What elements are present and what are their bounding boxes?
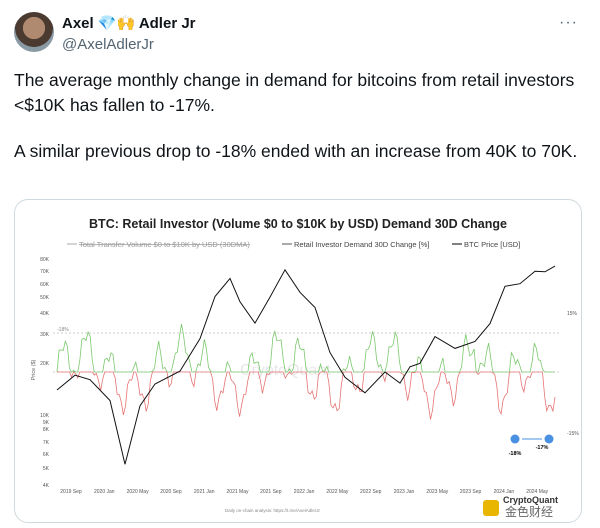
x-tick-label: 2022 Sep — [360, 489, 382, 495]
x-tick-label: 2024 May — [526, 489, 548, 495]
marker — [544, 434, 554, 444]
x-tick-label: 2021 Jan — [194, 489, 215, 495]
author-name[interactable]: Axel 💎🙌 Adler Jr — [62, 15, 196, 32]
y-tick-label: 70K — [40, 269, 50, 275]
tweet-text: The average monthly change in demand for… — [14, 68, 584, 185]
y-tick-label: 5K — [43, 466, 50, 472]
x-tick-label: 2021 Sep — [260, 489, 282, 495]
chart-image: BTC: Retail Investor (Volume $0 to $10K … — [31, 217, 579, 519]
watermark: CryptoQuant — [240, 362, 331, 379]
legend-entry: Total Transfer Volume $0 to $10K by USD … — [79, 240, 250, 249]
paragraph: A similar previous drop to -18% ended wi… — [14, 141, 578, 161]
y-axis-label: Price ($) — [31, 359, 37, 380]
y-tick-label: 10K — [40, 413, 50, 419]
logo: CryptoQuant — [503, 495, 558, 505]
x-tick-label: 2020 May — [127, 489, 149, 495]
footer: Daily on-chain analysis: https://t.me/Ax… — [225, 508, 321, 513]
x-tick-label: 2022 May — [326, 489, 348, 495]
y-tick-label: 30K — [40, 332, 50, 338]
y2-tick-label: 15% — [567, 311, 578, 317]
paragraph: The average monthly change in demand for… — [14, 70, 575, 115]
x-tick-label: 2019 Sep — [60, 489, 82, 495]
y-tick-label: 80K — [40, 257, 50, 263]
y-tick-label: 8K — [43, 427, 50, 433]
demand-positive — [56, 324, 555, 373]
x-tick-label: 2023 May — [426, 489, 448, 495]
marker — [510, 434, 520, 444]
y2-tick-label: -15% — [567, 431, 579, 437]
annotation: -18% — [509, 451, 522, 457]
x-tick-label: 2023 Jan — [394, 489, 415, 495]
legend-entry: Retail Investor Demand 30D Change [%] — [294, 240, 430, 249]
chart-title: BTC: Retail Investor (Volume $0 to $10K … — [89, 217, 507, 231]
source-mark: 金色财经 — [505, 504, 553, 519]
tweet-image[interactable]: BTC: Retail Investor (Volume $0 to $10K … — [14, 199, 582, 523]
demand-negative — [57, 371, 556, 420]
y-tick-label: 9K — [43, 420, 50, 426]
avatar[interactable] — [14, 12, 54, 52]
x-tick-label: 2022 Jan — [294, 489, 315, 495]
more-button[interactable]: ··· — [559, 14, 578, 31]
x-tick-label: 2024 Jan — [494, 489, 515, 495]
x-tick-label: 2020 Sep — [160, 489, 182, 495]
legend-entry: BTC Price [USD] — [464, 240, 520, 249]
x-tick-label: 2021 May — [227, 489, 249, 495]
annotation: -17% — [536, 445, 549, 451]
y-tick-label: 4K — [43, 483, 50, 489]
y-tick-label: 50K — [40, 295, 50, 301]
source-logo — [483, 500, 499, 516]
price-line — [56, 265, 556, 465]
y-tick-label: 60K — [40, 282, 50, 288]
level-label: -18% — [57, 327, 69, 333]
y-tick-label: 40K — [40, 311, 50, 317]
y-tick-label: 20K — [40, 361, 50, 367]
x-tick-label: 2020 Jan — [94, 489, 115, 495]
x-tick-label: 2023 Sep — [460, 489, 482, 495]
y-tick-label: 7K — [43, 440, 50, 446]
y-tick-label: 6K — [43, 452, 50, 458]
author-handle[interactable]: @AxelAdlerJr — [62, 36, 154, 53]
